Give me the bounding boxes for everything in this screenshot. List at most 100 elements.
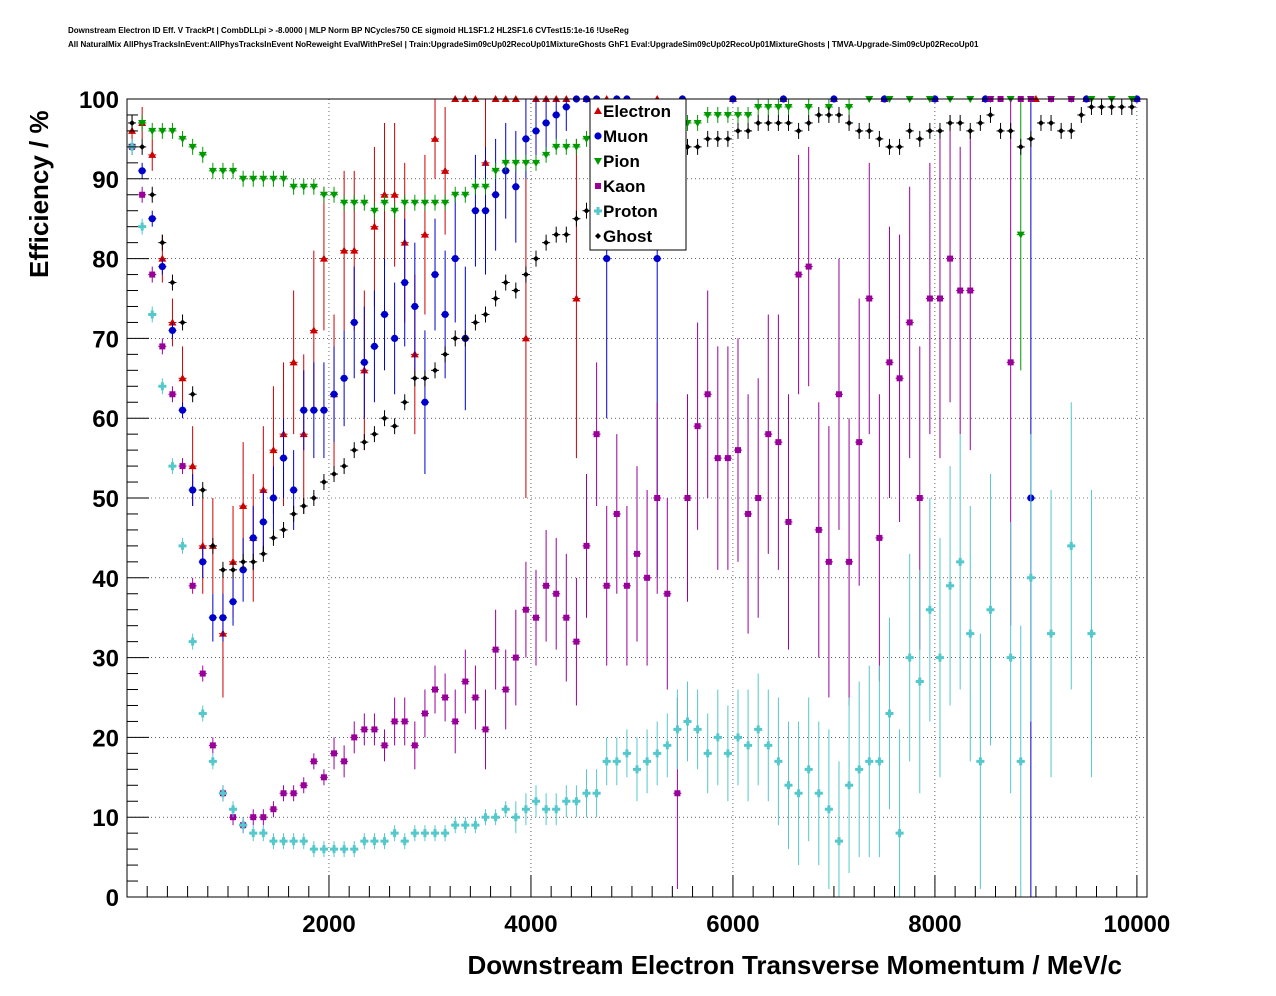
data-point [441,199,450,207]
data-point [492,646,499,653]
data-point [1058,127,1065,134]
data-point [309,183,318,191]
data-point [451,255,459,263]
data-point [542,805,551,814]
data-point [158,127,167,135]
data-point [542,119,550,127]
data-point [997,127,1004,134]
data-point [603,255,611,263]
legend-box [589,98,687,251]
data-point [249,829,258,838]
data-point [198,541,207,549]
data-point [825,111,832,118]
data-point [925,605,934,614]
data-point [331,750,338,757]
data-point [471,821,480,830]
data-point [481,813,490,822]
data-point [583,542,590,549]
data-point [139,143,146,150]
legend-marker [594,158,602,165]
legend-marker [594,107,602,114]
data-point [189,391,196,398]
data-point [451,821,460,830]
data-point [472,694,479,701]
data-point [391,334,399,342]
data-point [1007,127,1014,134]
y-tick-label: 90 [92,167,119,194]
data-point [723,111,732,119]
data-point [1047,629,1056,638]
data-point [178,406,187,414]
data-point [290,486,298,494]
data-point [442,351,449,358]
data-point [563,231,570,238]
y-axis-label: Efficiency / % [24,110,54,278]
data-point [583,207,590,214]
data-point [230,566,237,573]
data-point [794,789,803,798]
data-point [856,127,863,134]
data-point [1026,573,1035,582]
data-point [289,358,298,366]
data-point [745,510,752,517]
data-point [582,135,591,143]
data-point [582,789,591,798]
data-point [855,765,864,774]
data-point [553,231,560,238]
data-point [724,455,731,462]
data-point [168,318,177,326]
data-point [420,829,429,838]
data-point [926,295,933,302]
data-point [1098,103,1105,110]
data-point [411,302,419,311]
data-point [957,119,964,126]
data-point [441,829,450,838]
data-point [602,757,611,766]
data-point [865,757,874,766]
data-point [1006,653,1015,662]
legend-entry: Electron [603,102,671,121]
data-point [491,813,500,822]
data-point [521,159,530,167]
data-point [1068,127,1075,134]
data-point [957,287,964,294]
data-point [179,463,186,470]
data-point [745,127,752,134]
data-point [512,287,519,294]
data-point [885,709,894,718]
data-point [987,111,994,118]
data-point [309,326,318,334]
data-point [956,557,965,566]
data-point [755,495,762,501]
data-point [401,278,409,287]
data-point [289,183,298,191]
data-point [381,742,388,749]
data-point [703,749,712,758]
data-point [643,757,652,766]
data-point [360,199,369,207]
data-point [744,741,753,750]
grid-layer [127,98,1147,898]
data-point [199,487,206,494]
data-point [1118,103,1125,110]
data-point [310,495,317,501]
data-point [713,111,722,119]
data-point [824,805,833,814]
data-point [834,837,843,846]
data-point [229,598,237,606]
data-point [613,510,620,517]
data-point [775,439,782,446]
data-point [511,813,520,822]
data-point [188,462,197,470]
data-point [886,143,893,150]
data-point [592,789,601,798]
data-point [775,119,782,126]
data-point [259,486,268,494]
data-point [198,151,207,159]
data-point [1108,103,1115,110]
data-point [239,501,248,509]
data-point [502,279,509,286]
data-point [432,686,439,693]
data-point [149,271,156,278]
